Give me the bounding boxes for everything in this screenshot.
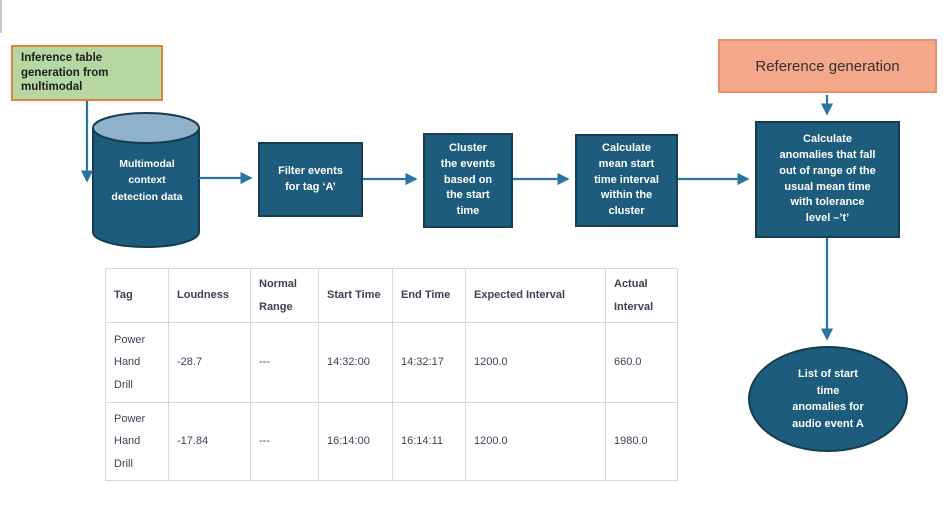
table-cell: -28.7: [168, 322, 251, 404]
inference-note: Inference table generation from multimod…: [11, 45, 163, 101]
table-row: Power Hand Drill -28.7 --- 14:32:00 14:3…: [105, 322, 678, 404]
cylinder-label: Multimodal context detection data: [111, 158, 183, 203]
step-mean-interval: Calculate mean start time interval withi…: [575, 134, 678, 227]
table-cell: 16:14:00: [318, 402, 393, 482]
table-row: Power Hand Drill -17.84 --- 16:14:00 16:…: [105, 402, 678, 482]
table-cell: -17.84: [168, 402, 251, 482]
table-cell: Power Hand Drill: [105, 322, 169, 404]
table-cell: ---: [250, 322, 319, 404]
column-header: Actual Interval: [605, 267, 678, 324]
column-header: Loudness: [168, 267, 251, 324]
column-header: Tag: [105, 267, 169, 324]
step-cluster-events: Cluster the events based on the start ti…: [423, 133, 513, 228]
table-cell: 1200.0: [465, 322, 606, 404]
cylinder-top: [92, 112, 200, 144]
reference-note: Reference generation: [718, 39, 937, 93]
column-header: End Time: [392, 267, 466, 324]
table-cell: 1200.0: [465, 402, 606, 482]
table-cell: 1980.0: [605, 402, 678, 482]
table-cell: 660.0: [605, 322, 678, 404]
table-cell: 14:32:00: [318, 322, 393, 404]
inference-table: Tag Loudness Normal Range Start Time End…: [105, 267, 678, 482]
table-cell: 14:32:17: [392, 322, 466, 404]
screen-edge-artifact: [0, 0, 2, 33]
table-cell: ---: [250, 402, 319, 482]
column-header: Expected Interval: [465, 267, 606, 324]
step-calculate-anomalies: Calculate anomalies that fall out of ran…: [755, 121, 900, 238]
table-cell: 16:14:11: [392, 402, 466, 482]
column-header: Normal Range: [250, 267, 319, 324]
step-filter-events: Filter events for tag ‘A’: [258, 142, 363, 217]
column-header: Start Time: [318, 267, 393, 324]
result-ellipse: List of start time anomalies for audio e…: [748, 346, 908, 452]
table-header-row: Tag Loudness Normal Range Start Time End…: [105, 267, 678, 324]
database-cylinder: [92, 112, 200, 248]
table-cell: Power Hand Drill: [105, 402, 169, 482]
